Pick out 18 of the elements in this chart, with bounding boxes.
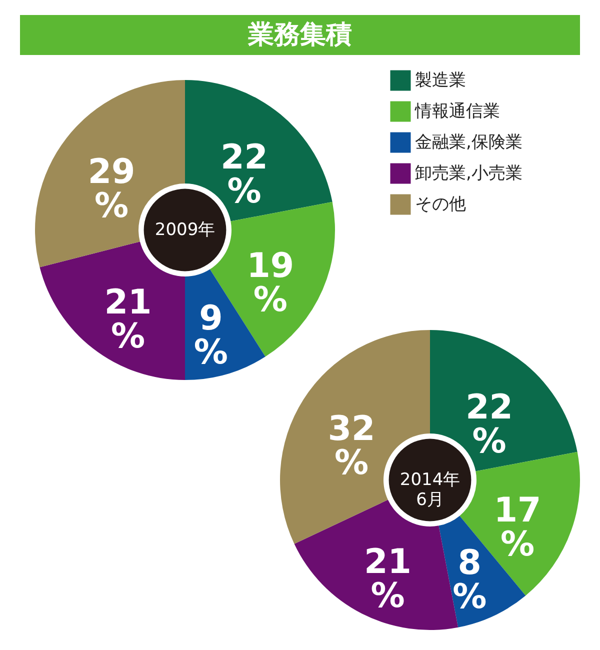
legend-label: その他 bbox=[415, 194, 466, 214]
text: 2009年 bbox=[154, 220, 216, 240]
data-label: 32 % bbox=[328, 409, 376, 484]
data-label: 29 % bbox=[88, 152, 136, 226]
data-label: 19 % bbox=[246, 246, 294, 320]
chart-title: 業務集積 bbox=[247, 20, 352, 50]
data-label: 21 % bbox=[364, 542, 412, 616]
legend-label: 製造業 bbox=[415, 70, 466, 90]
data-label: 17 % bbox=[494, 490, 542, 565]
data-label: 9 % bbox=[194, 298, 228, 372]
data-label: 21 % bbox=[104, 282, 152, 356]
legend-label: 金融業,保険業 bbox=[415, 132, 522, 152]
data-label: 22 % bbox=[220, 137, 268, 212]
text: 2014年 6月 bbox=[400, 470, 460, 510]
data-label: 22 % bbox=[466, 387, 513, 462]
data-label: 8 % bbox=[452, 543, 487, 618]
legend-label: 情報通信業 bbox=[414, 102, 500, 122]
legend-label: 卸売業,小売業 bbox=[415, 164, 522, 184]
